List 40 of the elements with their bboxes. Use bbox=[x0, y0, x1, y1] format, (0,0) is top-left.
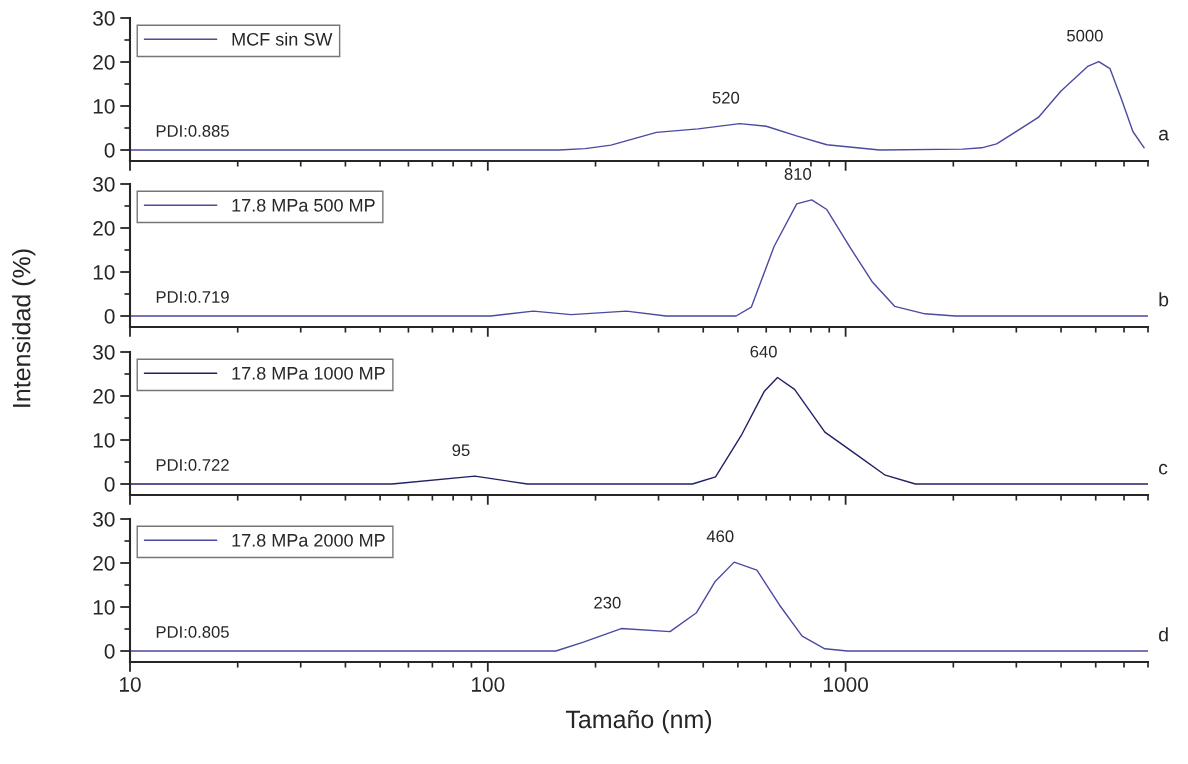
y-tick-label: 20 bbox=[93, 389, 115, 404]
y-tick-label: 20 bbox=[93, 556, 115, 571]
annotation: 520 bbox=[712, 91, 740, 104]
annotation: 95 bbox=[452, 444, 470, 457]
annotation: 640 bbox=[750, 345, 777, 358]
y-tick-label: 30 bbox=[93, 11, 115, 26]
legend-label: 17.8 MPa 1000 MP bbox=[232, 366, 385, 380]
y-tick-label: 0 bbox=[104, 309, 115, 324]
legend-label: 17.8 MPa 500 MP bbox=[232, 198, 375, 212]
legend-label: 17.8 MPa 2000 MP bbox=[232, 533, 385, 547]
annotation: 460 bbox=[706, 530, 734, 543]
y-tick-label: 10 bbox=[93, 600, 115, 615]
y-tick-label: 20 bbox=[93, 221, 115, 236]
text: a bbox=[1159, 129, 1169, 141]
y-tick-label: 10 bbox=[93, 99, 115, 114]
x-axis-title: Tamaño (nm) bbox=[565, 709, 712, 734]
text: c bbox=[1159, 463, 1168, 475]
y-tick-label: 30 bbox=[93, 345, 115, 360]
annotation: 230 bbox=[594, 596, 621, 609]
y-tick-label: 0 bbox=[104, 477, 115, 492]
annotation: PDI:0.885 bbox=[156, 125, 229, 137]
y-tick-label: 10 bbox=[93, 265, 115, 280]
annotation: PDI:0.805 bbox=[156, 626, 229, 638]
y-tick-label: 30 bbox=[93, 177, 115, 192]
y-axis-title: Intensidad (%) bbox=[12, 249, 36, 407]
y-tick-label: 0 bbox=[104, 143, 115, 158]
y-tick-label: 0 bbox=[104, 644, 115, 659]
x-tick-label: 1000 bbox=[824, 677, 868, 692]
y-tick-label: 10 bbox=[93, 433, 115, 448]
y-tick-label: 30 bbox=[93, 512, 115, 527]
legend-label: MCF sin SW bbox=[232, 32, 333, 46]
annotation: PDI:0.722 bbox=[156, 459, 229, 471]
text: d bbox=[1159, 627, 1168, 642]
x-tick-label: 10 bbox=[120, 677, 141, 692]
text: b bbox=[1159, 292, 1169, 307]
annotation: 5000 bbox=[1067, 29, 1103, 42]
y-tick-label: 20 bbox=[93, 55, 115, 70]
annotation: 810 bbox=[784, 168, 812, 180]
x-tick-label: 100 bbox=[472, 677, 505, 692]
annotation: PDI:0.719 bbox=[156, 291, 229, 303]
